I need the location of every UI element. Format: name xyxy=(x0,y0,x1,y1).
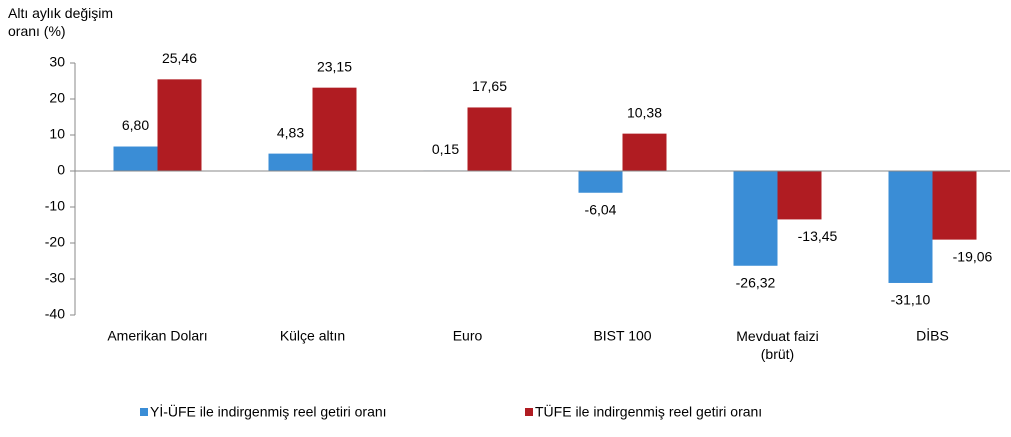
bar xyxy=(312,87,357,171)
bar xyxy=(578,171,623,193)
x-tick-label: Euro xyxy=(453,328,483,344)
y-tick-label: -40 xyxy=(45,306,65,322)
y-tick-label: 0 xyxy=(57,162,65,178)
bar xyxy=(113,146,158,171)
y-tick-label: 30 xyxy=(49,54,65,70)
value-label: 10,38 xyxy=(627,104,662,120)
value-label: 25,46 xyxy=(162,50,197,66)
legend-label: TÜFE ile indirgenmiş reel getiri oranı xyxy=(535,403,762,420)
value-label: 4,83 xyxy=(277,124,304,140)
value-label: -13,45 xyxy=(798,228,838,244)
bar xyxy=(268,153,313,171)
x-tick-label: Külçe altın xyxy=(280,328,345,344)
value-label: -31,10 xyxy=(891,292,931,308)
legend-swatch xyxy=(525,408,533,416)
value-label: -19,06 xyxy=(953,248,993,264)
bar xyxy=(622,133,667,171)
bar xyxy=(733,171,778,266)
bar xyxy=(777,171,822,220)
value-label: -6,04 xyxy=(585,201,617,217)
x-tick-label: Amerikan Doları xyxy=(107,328,207,344)
x-tick-label: DİBS xyxy=(916,327,949,344)
value-label: 23,15 xyxy=(317,58,352,74)
bar xyxy=(888,171,933,283)
y-tick-label: -10 xyxy=(45,198,65,214)
bar xyxy=(157,79,202,171)
legend-swatch xyxy=(140,408,148,416)
legend-label: Yİ-ÜFE ile indirgenmiş reel getiri oranı xyxy=(150,403,387,420)
x-tick-label: Mevduat faizi (brüt) xyxy=(736,328,818,362)
bar xyxy=(467,107,512,171)
value-label: 6,80 xyxy=(122,117,149,133)
y-axis-title: Altı aylık değişim oranı (%) xyxy=(8,5,113,39)
y-tick-label: -30 xyxy=(45,270,65,286)
bar xyxy=(932,171,977,240)
y-tick-label: 10 xyxy=(49,126,65,142)
value-label: 17,65 xyxy=(472,78,507,94)
y-tick-label: 20 xyxy=(49,90,65,106)
x-tick-label: BIST 100 xyxy=(593,328,651,344)
value-label: -26,32 xyxy=(736,274,776,290)
value-label: 0,15 xyxy=(432,141,459,157)
y-tick-label: -20 xyxy=(45,234,65,250)
